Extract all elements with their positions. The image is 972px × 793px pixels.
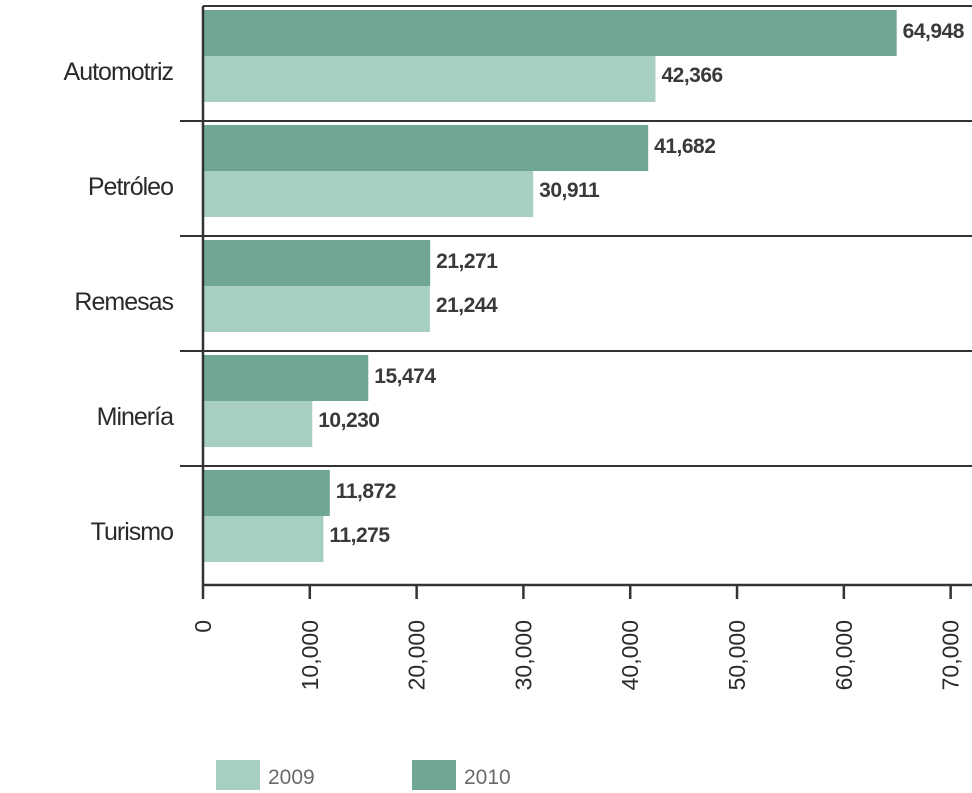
bar-2009-5 (203, 516, 324, 562)
bar-2010-1 (203, 10, 897, 56)
legend-label-2009: 2009 (268, 766, 315, 789)
bar-2010-2 (203, 125, 649, 171)
x-tick-label-5: 50,000 (724, 620, 750, 690)
axes (180, 5, 972, 587)
category-label-3: Remesas (74, 288, 173, 316)
plot-area: 64,948 42,366 Automotriz 41,682 30,911 Petról… (64, 10, 965, 562)
data-label-2010-4: 15,474 (374, 365, 436, 388)
data-label-2009-2: 30,911 (539, 179, 600, 202)
category-label-1: Automotriz (64, 58, 174, 86)
data-label-2009-4: 10,230 (318, 409, 379, 432)
category-label-2: Petróleo (88, 173, 173, 201)
x-tick-label-0: 0 (190, 620, 216, 633)
data-label-2009-1: 42,366 (661, 64, 722, 87)
category-label-5: Turismo (91, 518, 173, 546)
x-axis-ticks: 0 10,000 20,000 30,000 40,000 50,000 60,000 70,… (190, 585, 964, 690)
legend: 2009 2010 (216, 760, 511, 790)
x-tick-label-3: 30,000 (510, 620, 536, 690)
legend-swatch-2010 (412, 760, 456, 790)
data-label-2009-5: 11,275 (329, 524, 390, 547)
bar-2009-1 (203, 56, 656, 102)
x-tick-label-7: 70,000 (938, 620, 964, 690)
bar-2009-4 (203, 401, 313, 447)
data-label-2010-3: 21,271 (436, 250, 498, 273)
x-tick-label-6: 60,000 (831, 620, 857, 690)
x-tick-label-4: 40,000 (617, 620, 643, 690)
data-label-2010-1: 64,948 (903, 20, 965, 43)
data-label-2010-2: 41,682 (654, 135, 715, 158)
x-tick-label-2: 20,000 (404, 620, 430, 690)
bar-2010-4 (203, 355, 369, 401)
bar-2010-5 (203, 470, 330, 516)
legend-label-2010: 2010 (464, 766, 511, 789)
bar-2010-3 (203, 240, 431, 286)
bar-2009-3 (203, 286, 430, 332)
data-label-2010-5: 11,872 (336, 480, 396, 503)
x-tick-label-1: 10,000 (297, 620, 323, 690)
category-label-4: Minería (97, 403, 174, 431)
data-label-2009-3: 21,244 (436, 294, 498, 317)
bar-2009-2 (203, 171, 534, 217)
legend-swatch-2009 (216, 760, 260, 790)
